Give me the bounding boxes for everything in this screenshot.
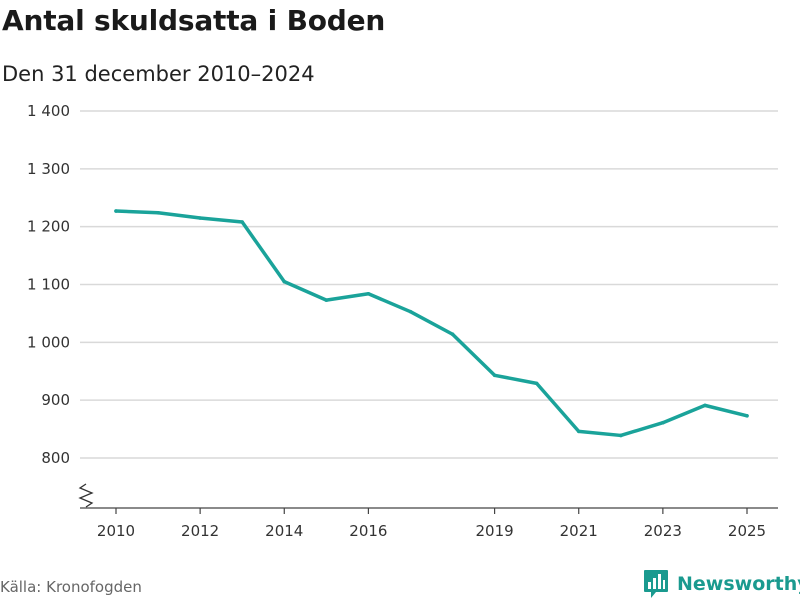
data-point (156, 210, 160, 215)
data-point (198, 216, 202, 220)
series (114, 209, 749, 438)
x-tick-label: 2021 (560, 522, 598, 540)
data-point (534, 381, 539, 386)
data-point (408, 309, 413, 314)
y-tick-label: 900 (41, 391, 70, 409)
data-point (576, 429, 581, 434)
data-point (492, 373, 497, 378)
brand-name: Newsworthy (677, 573, 800, 595)
data-point (619, 433, 623, 438)
x-tick-label: 2016 (349, 522, 387, 540)
y-tick-label: 1 300 (27, 160, 70, 178)
y-tick-label: 1 000 (27, 333, 70, 351)
data-point (366, 291, 371, 296)
x-tick-label: 2023 (644, 522, 682, 540)
data-point (450, 332, 455, 337)
x-tick-label: 2012 (181, 522, 219, 540)
x-tick-label: 2019 (476, 522, 514, 540)
axis-break-marker (78, 483, 94, 508)
newsworthy-logo-icon (644, 570, 668, 598)
tick-labels: 1 400 1 300 1 200 1 100 1 000 900 800 2010 2012 2… (27, 102, 766, 540)
chart-subtitle: Den 31 december 2010–2024 (2, 62, 315, 86)
axes (78, 483, 778, 514)
x-tick-label: 2010 (97, 522, 135, 540)
y-tick-label: 1 200 (27, 218, 70, 236)
series-line (114, 209, 749, 438)
y-tick-label: 1 400 (27, 102, 70, 120)
y-tick-label: 800 (41, 449, 70, 467)
x-tick-label: 2014 (265, 522, 303, 540)
gridlines (80, 110, 778, 459)
data-point (114, 209, 118, 213)
data-point (661, 420, 665, 425)
source-note: Källa: Kronofogden (0, 578, 142, 596)
chart-title: Antal skuldsatta i Boden (2, 4, 386, 37)
data-point (282, 279, 287, 284)
data-point (703, 403, 707, 408)
brand-logo[interactable]: Newsworthy (643, 568, 800, 600)
data-point (324, 298, 329, 302)
y-tick-label: 1 100 (27, 276, 70, 294)
data-point (240, 220, 244, 224)
x-tick-label: 2025 (728, 522, 766, 540)
data-point (745, 413, 749, 418)
